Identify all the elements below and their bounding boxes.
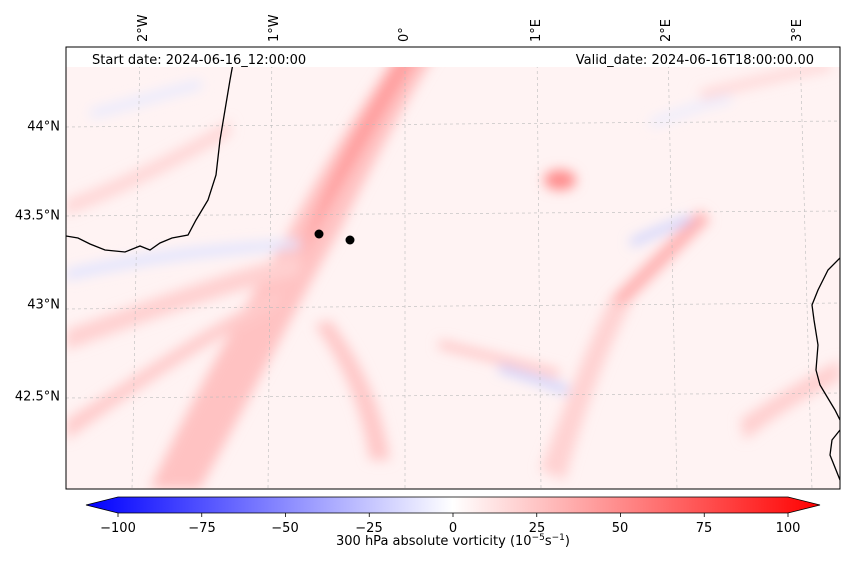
- cb-tick-m75: −75: [188, 521, 215, 536]
- lat-label-42-5: 42.5°N: [15, 390, 60, 405]
- header-strip: [66, 47, 840, 67]
- cb-tick-m100: −100: [100, 521, 136, 536]
- lon-label-1w: 1°W: [267, 14, 282, 42]
- coastline: [66, 47, 840, 481]
- start-date-label: Start date: 2024-06-16_12:00:00: [92, 53, 306, 68]
- cb-tick-25: 25: [529, 521, 546, 536]
- colorbar-label: 300 hPa absolute vorticity (10−5s−1): [336, 533, 570, 549]
- marker-point-a: [314, 229, 324, 239]
- map-frame: [65, 46, 841, 490]
- cb-tick-50: 50: [612, 521, 629, 536]
- cb-tick-m50: −50: [271, 521, 298, 536]
- cb-tick-75: 75: [696, 521, 713, 536]
- cb-tick-100: 100: [776, 521, 801, 536]
- valid-date-label: Valid_date: 2024-06-16T18:00:00.00: [576, 53, 814, 68]
- lon-label-0: 0°: [397, 27, 412, 42]
- lon-label-1e: 1°E: [529, 19, 544, 42]
- lon-label-2w: 2°W: [136, 14, 151, 42]
- lat-label-43: 43°N: [27, 298, 60, 313]
- lon-label-2e: 2°E: [659, 19, 674, 42]
- colorbar: −100 −75 −50 −25 0 25 50 75 100 300 hPa …: [85, 496, 821, 549]
- marker-point-b: [345, 235, 355, 245]
- map-gridlines: [66, 47, 840, 489]
- cb-tick-0: 0: [449, 521, 457, 536]
- lat-label-44: 44°N: [27, 120, 60, 135]
- vorticity-field: [66, 47, 840, 489]
- cb-tick-m25: −25: [355, 521, 382, 536]
- lat-label-43-5: 43.5°N: [15, 209, 60, 224]
- lon-label-3e: 3°E: [790, 19, 805, 42]
